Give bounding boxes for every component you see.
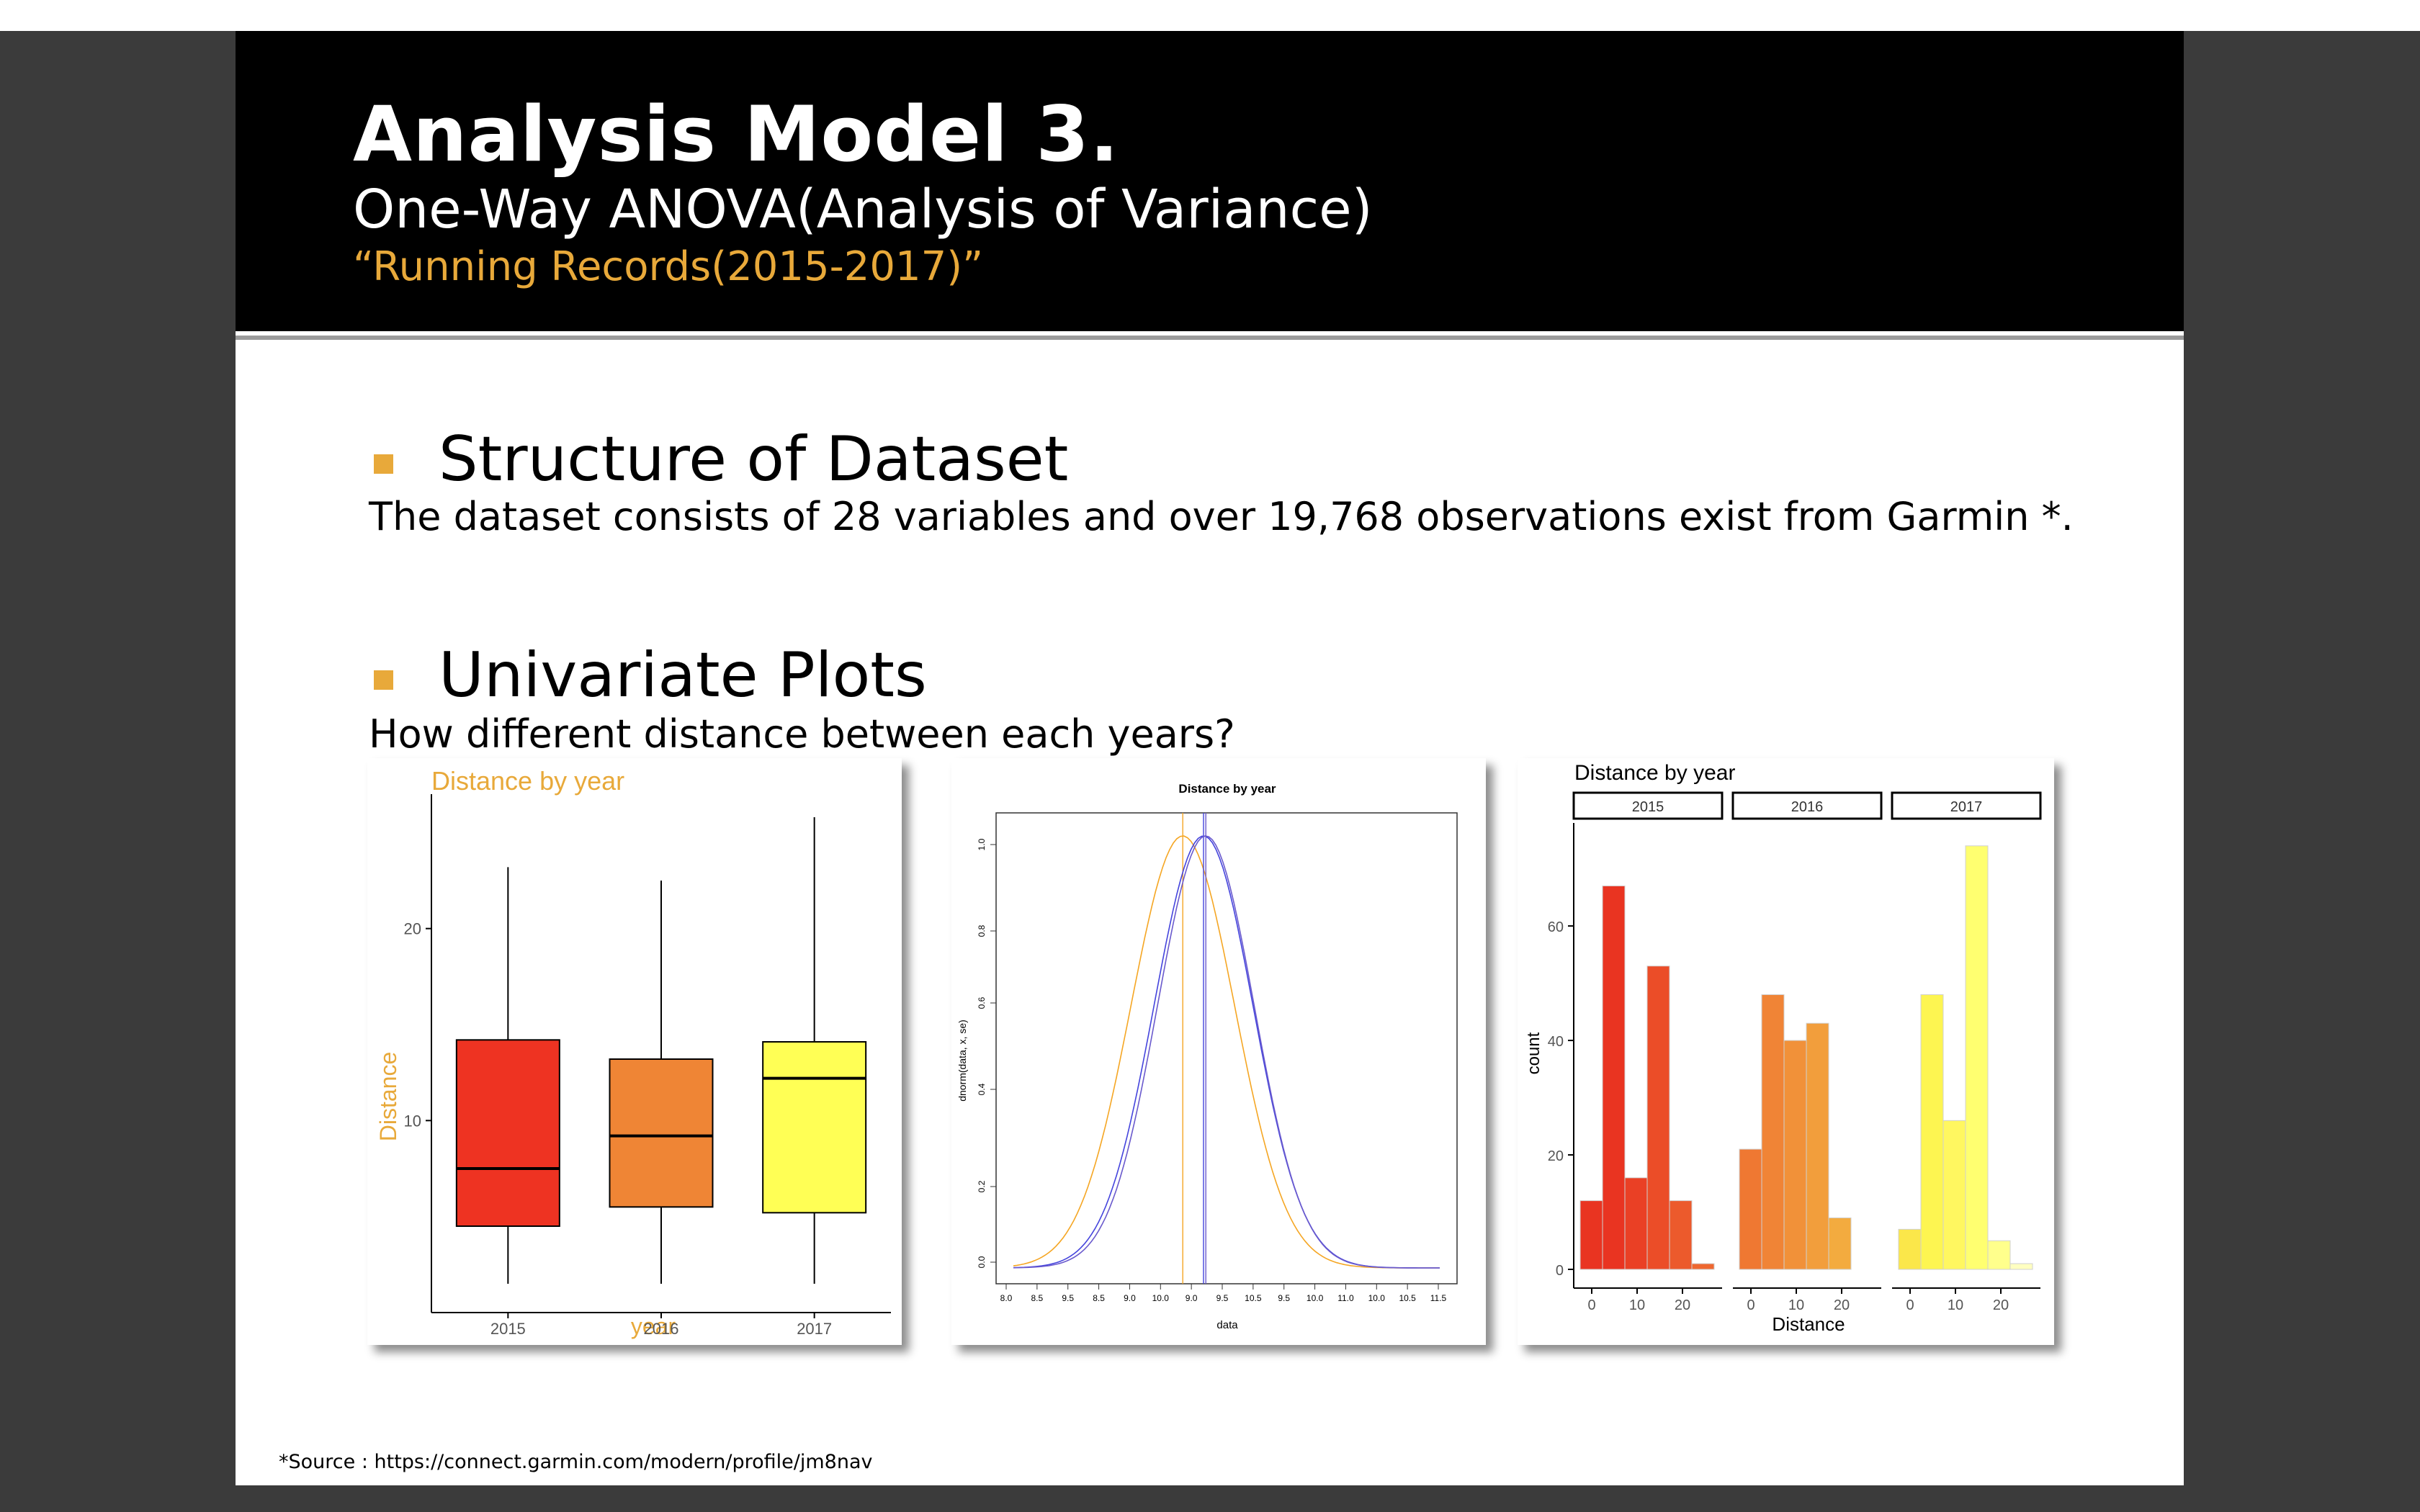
x-tick-label: 9.5 [1062, 1293, 1074, 1303]
slide-subtitle: One-Way ANOVA(Analysis of Variance) [353, 179, 1373, 240]
x-tick-label: 8.5 [1031, 1293, 1044, 1303]
section-heading-structure: Structure of Dataset [439, 423, 1069, 495]
slide-title: Analysis Model 3. [353, 90, 1120, 179]
histogram-bar [1739, 1148, 1762, 1270]
x-tick-label: 20 [1675, 1297, 1690, 1313]
density-panel: Distance by year data dnorm(data, x, se)… [951, 758, 1486, 1345]
x-tick-label: 20 [1993, 1297, 2009, 1313]
histogram-panel: Distance by year count Distance 0 20 40 60 2… [1518, 758, 2054, 1345]
x-tick-label: 10.5 [1245, 1293, 1262, 1303]
plot-frame [995, 812, 1458, 1284]
x-tick-label: 0 [1747, 1297, 1754, 1313]
x-tick-label: 10 [1948, 1297, 1963, 1313]
histogram-bar [2009, 1263, 2033, 1270]
y-tick-label: 1.0 [977, 838, 987, 850]
x-tick-label: 2015 [490, 1320, 526, 1338]
histogram-bar [1987, 1240, 2011, 1270]
y-tick-label: 0.0 [977, 1256, 987, 1268]
x-tick-label: 0 [1906, 1297, 1914, 1313]
x-tick-label: 8.0 [1000, 1293, 1013, 1303]
histogram-bar [1920, 994, 1944, 1270]
boxplot-chart: Distance by year Distance year 10 20 2015 2… [375, 766, 891, 1339]
density-curve [1013, 835, 1440, 1269]
x-tick-label: 9.5 [1278, 1293, 1290, 1303]
source-citation: *Source : https://connect.garmin.com/mod… [279, 1451, 873, 1473]
slide-header: Analysis Model 3. One-Way ANOVA(Analysis… [236, 31, 2184, 331]
x-tick-label: 2016 [644, 1320, 679, 1338]
slide: Analysis Model 3. One-Way ANOVA(Analysis… [236, 31, 2184, 1485]
x-tick-label: 10.0 [1152, 1293, 1170, 1303]
y-tick-label: 10 [404, 1112, 421, 1130]
histogram-chart: Distance by year count Distance 0 20 40 60 2… [1524, 761, 2042, 1335]
x-axis-label: year [631, 1313, 676, 1339]
x-tick-label: 10.0 [1368, 1293, 1386, 1303]
y-tick-label: 0.2 [977, 1180, 987, 1192]
histogram-bar [1965, 845, 1989, 1270]
histogram-bar [1691, 1263, 1715, 1270]
x-tick-label: 9.0 [1124, 1293, 1136, 1303]
histogram-bar [1624, 1177, 1648, 1270]
x-tick-label: 10 [1629, 1297, 1645, 1313]
histogram-bar [1942, 1120, 1966, 1270]
slide-quote: “Running Records(2015-2017)” [353, 243, 984, 290]
y-axis-label: dnorm(data, x, se) [956, 1020, 968, 1102]
section-heading-univariate: Univariate Plots [439, 639, 927, 711]
density-curve [1013, 835, 1440, 1269]
x-tick-label: 10.0 [1307, 1293, 1324, 1303]
histogram-bar [1828, 1217, 1852, 1270]
chart-title: Distance by year [1178, 782, 1276, 796]
histogram-bar [1806, 1022, 1829, 1270]
y-axis-label: count [1524, 1032, 1543, 1074]
histogram-bar [1669, 1200, 1693, 1270]
y-axis-label: Distance [375, 1052, 401, 1142]
y-tick-label: 40 [1548, 1034, 1564, 1050]
x-tick-label: 10.5 [1399, 1293, 1416, 1303]
y-tick-label: 0.8 [977, 924, 987, 937]
density-chart: Distance by year data dnorm(data, x, se)… [956, 782, 1458, 1331]
bullet-square-icon [374, 454, 393, 474]
section-text-structure: The dataset consists of 28 variables and… [369, 494, 2074, 539]
header-divider [236, 331, 2184, 336]
bullet-square-icon [374, 670, 393, 690]
facet-label: 2015 [1632, 799, 1664, 815]
chart-title: Distance by year [1574, 761, 1735, 785]
y-tick-label: 0 [1556, 1263, 1564, 1279]
x-axis-label: Distance [1772, 1313, 1845, 1335]
x-tick-label: 9.0 [1186, 1293, 1198, 1303]
histogram-bar [1898, 1228, 1922, 1270]
x-tick-label: 11.0 [1337, 1293, 1354, 1303]
histogram-bar [1602, 885, 1626, 1270]
histogram-bar [1579, 1200, 1603, 1270]
histogram-bar [1646, 966, 1670, 1270]
y-tick-label: 60 [1548, 919, 1564, 935]
facet-strip [1572, 791, 1724, 820]
box-2015 [455, 1039, 560, 1227]
chart-title: Distance by year [431, 766, 624, 796]
y-tick-label: 20 [404, 920, 421, 938]
boxplot-panel: Distance by year Distance year 10 20 2015 2… [367, 758, 902, 1345]
y-tick-label: 0.6 [977, 996, 987, 1009]
x-tick-label: 8.5 [1093, 1293, 1105, 1303]
facet-label: 2016 [1791, 799, 1824, 815]
box-2016 [609, 1058, 714, 1208]
header-divider-shadow [236, 336, 2184, 340]
facet-label: 2017 [1950, 799, 1983, 815]
density-curve [1013, 835, 1440, 1269]
section-text-univariate: How different distance between each year… [369, 711, 1235, 757]
x-tick-label: 2017 [797, 1320, 832, 1338]
histogram-bar [1783, 1040, 1807, 1270]
facet-strip [1891, 791, 2042, 820]
window-top-strip [0, 0, 2420, 31]
x-tick-label: 9.5 [1216, 1293, 1229, 1303]
x-tick-label: 0 [1587, 1297, 1595, 1313]
x-axis-label: data [1216, 1319, 1238, 1331]
x-tick-label: 20 [1834, 1297, 1850, 1313]
histogram-bar [1761, 994, 1785, 1270]
y-tick-label: 0.4 [977, 1083, 987, 1095]
x-tick-label: 11.5 [1430, 1293, 1447, 1303]
x-tick-label: 10 [1788, 1297, 1804, 1313]
y-tick-label: 20 [1548, 1148, 1564, 1164]
facet-strip [1731, 791, 1883, 820]
box-2017 [762, 1041, 867, 1214]
